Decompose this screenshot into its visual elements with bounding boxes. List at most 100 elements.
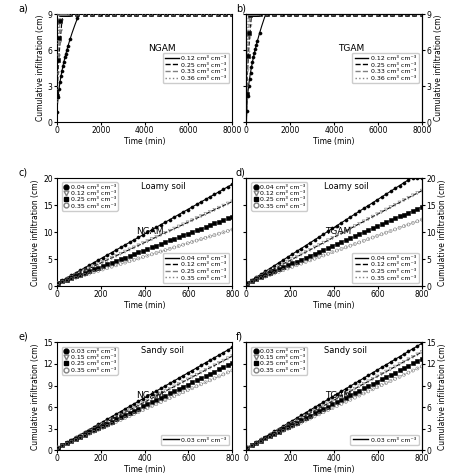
- Point: [191, 10, 199, 18]
- Point: [162, 229, 169, 237]
- Point: [383, 206, 390, 213]
- Point: [275, 265, 283, 273]
- Point: [342, 398, 350, 406]
- Point: [418, 348, 426, 356]
- Point: [409, 360, 417, 367]
- Point: [184, 10, 192, 18]
- Point: [257, 437, 264, 444]
- Point: [366, 10, 374, 18]
- Point: [61, 54, 69, 61]
- Point: [215, 351, 223, 359]
- Point: [247, 10, 255, 18]
- Point: [410, 10, 418, 18]
- Point: [342, 236, 350, 244]
- Point: [54, 279, 62, 287]
- Point: [405, 356, 412, 363]
- Point: [125, 10, 133, 18]
- Text: TGAM: TGAM: [325, 391, 352, 400]
- Point: [253, 440, 260, 447]
- Point: [243, 96, 250, 104]
- Point: [418, 187, 426, 194]
- Point: [219, 228, 227, 236]
- Point: [263, 10, 271, 18]
- Point: [81, 269, 89, 277]
- Point: [162, 10, 170, 18]
- Point: [191, 10, 199, 18]
- Point: [162, 10, 170, 18]
- Point: [249, 10, 256, 18]
- Point: [263, 10, 271, 18]
- Point: [139, 402, 147, 410]
- Point: [64, 10, 72, 18]
- Text: NGAM: NGAM: [148, 45, 176, 54]
- Point: [387, 227, 394, 235]
- Point: [275, 425, 283, 433]
- Point: [378, 220, 385, 228]
- Point: [157, 390, 164, 397]
- Point: [360, 374, 367, 382]
- Point: [300, 10, 308, 18]
- Point: [140, 10, 147, 18]
- Point: [62, 50, 70, 57]
- Point: [53, 108, 61, 115]
- Point: [302, 417, 310, 424]
- Point: [171, 225, 178, 232]
- Point: [88, 10, 96, 18]
- Point: [284, 264, 292, 272]
- Point: [359, 10, 366, 18]
- Point: [55, 93, 62, 101]
- Point: [311, 410, 319, 417]
- Point: [396, 199, 403, 206]
- Point: [256, 29, 264, 37]
- Point: [85, 264, 93, 272]
- Point: [352, 10, 359, 18]
- Point: [410, 10, 418, 18]
- Point: [214, 10, 221, 18]
- Point: [188, 217, 196, 224]
- Point: [266, 265, 273, 273]
- Point: [253, 274, 260, 282]
- Point: [135, 398, 142, 405]
- Point: [381, 10, 389, 18]
- Point: [197, 381, 205, 388]
- Point: [243, 90, 250, 98]
- Point: [381, 10, 389, 18]
- Point: [342, 390, 350, 397]
- Point: [117, 413, 124, 421]
- X-axis label: Time (min): Time (min): [124, 465, 165, 474]
- Point: [387, 377, 394, 385]
- Point: [278, 10, 285, 18]
- Point: [72, 436, 80, 444]
- Point: [94, 420, 102, 428]
- Point: [253, 41, 260, 48]
- Point: [103, 256, 111, 264]
- Point: [275, 268, 283, 275]
- Point: [293, 421, 301, 428]
- Point: [246, 10, 253, 18]
- Point: [247, 10, 255, 18]
- Point: [126, 238, 133, 246]
- Point: [389, 10, 396, 18]
- Point: [257, 272, 264, 280]
- Point: [73, 15, 81, 22]
- Point: [99, 258, 107, 266]
- Point: [248, 442, 256, 449]
- Point: [328, 401, 336, 408]
- Point: [139, 406, 147, 414]
- Point: [249, 10, 256, 18]
- Point: [228, 213, 236, 220]
- Point: [359, 10, 366, 18]
- Point: [369, 224, 376, 232]
- Point: [315, 401, 323, 409]
- Point: [302, 242, 310, 249]
- Point: [58, 10, 66, 18]
- Point: [214, 10, 221, 18]
- Point: [297, 245, 305, 252]
- Point: [126, 402, 133, 410]
- Point: [346, 396, 354, 403]
- Point: [244, 91, 251, 99]
- Point: [271, 267, 278, 275]
- Point: [68, 438, 75, 445]
- Point: [139, 399, 147, 407]
- Point: [90, 428, 98, 436]
